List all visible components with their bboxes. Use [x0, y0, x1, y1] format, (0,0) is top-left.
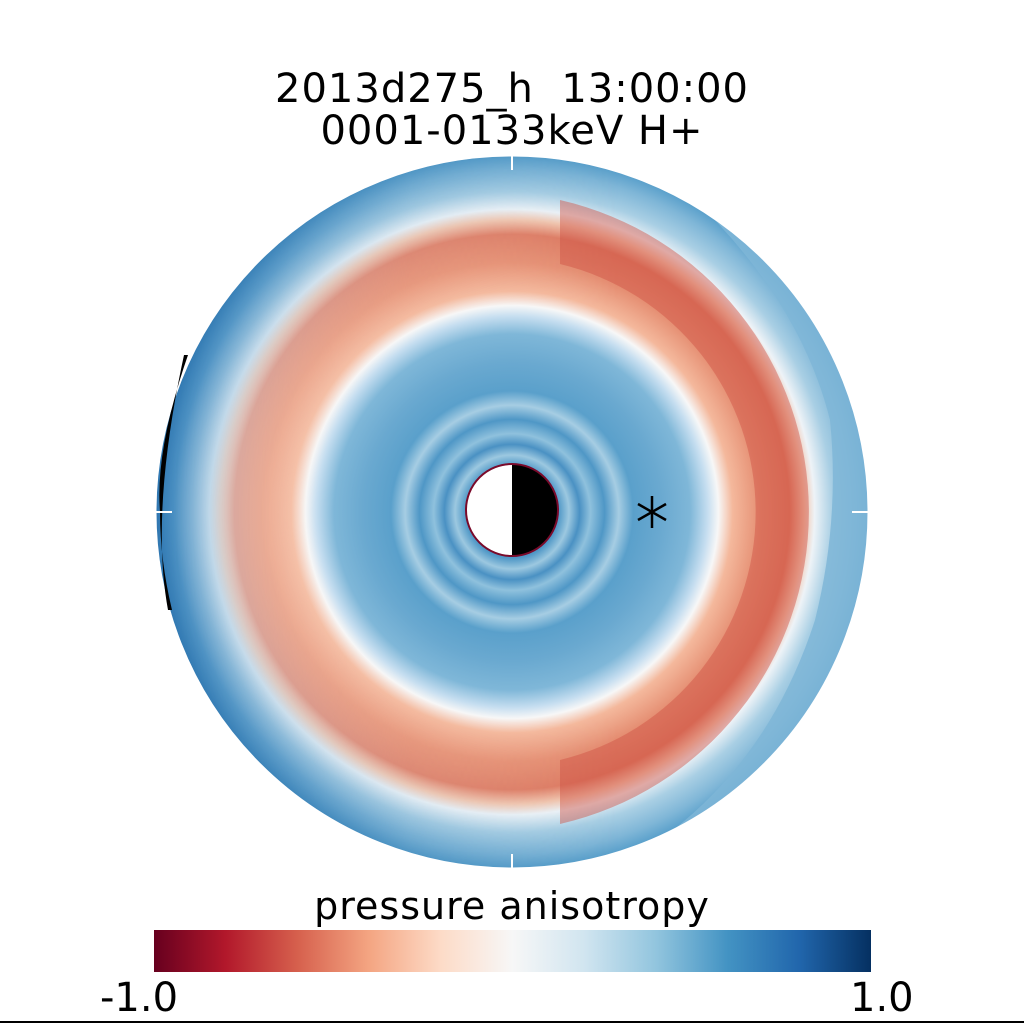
- plot-subtitle: 0001-0133keV H+: [320, 108, 704, 154]
- bottom-border: [0, 1021, 1024, 1023]
- plot-title: 2013d275_h 13:00:00: [275, 66, 749, 112]
- colorbar-min-label: -1.0: [100, 975, 179, 1021]
- axis-ticks: [152, 150, 872, 874]
- edge-sliver: [159, 355, 188, 610]
- earth-icon: [465, 463, 559, 557]
- colorbar: [154, 930, 871, 972]
- asterisk-marker-icon: [637, 496, 667, 528]
- colorbar-max-label: 1.0: [850, 975, 914, 1021]
- colorbar-label: pressure anisotropy: [314, 884, 710, 928]
